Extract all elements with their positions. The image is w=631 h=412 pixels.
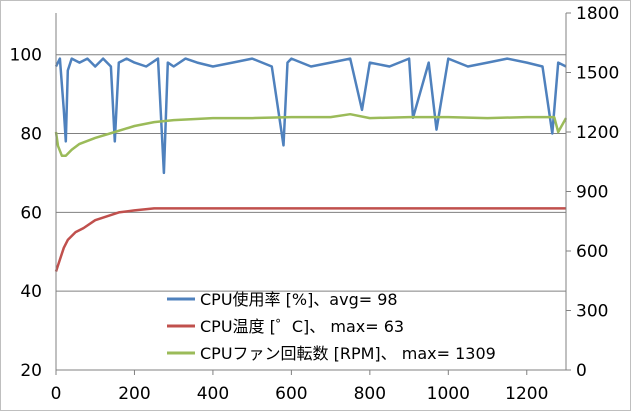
series-line-cpu-fan xyxy=(54,112,568,158)
left-tick-label: 100 xyxy=(10,46,42,66)
right-tick-label: 1800 xyxy=(576,4,619,24)
right-axis-ticks: 0 300 600 900 1200 1500 1800 xyxy=(566,4,619,381)
left-tick-label: 80 xyxy=(20,125,42,145)
right-tick-label: 900 xyxy=(576,183,608,203)
x-axis-ticks: 0 200 400 600 800 1000 1200 xyxy=(51,370,548,404)
right-tick-label: 300 xyxy=(576,302,608,322)
legend-label-cpu-temp: CPU温度 [゜C]、 max= 63 xyxy=(200,317,404,336)
right-tick-label: 0 xyxy=(576,361,587,381)
right-tick-label: 600 xyxy=(576,242,608,262)
x-tick-label: 800 xyxy=(354,384,386,404)
right-tick-label: 1200 xyxy=(576,123,619,143)
left-tick-label: 40 xyxy=(20,282,42,302)
x-tick-label: 200 xyxy=(118,384,150,404)
series-layer xyxy=(54,57,568,272)
legend: CPU使用率 [%]、avg= 98 CPU温度 [゜C]、 max= 63 C… xyxy=(167,290,496,363)
series-line-cpu-temp xyxy=(54,207,566,272)
left-axis-ticks: 20 40 60 80 100 xyxy=(10,46,42,381)
legend-label-cpu-usage: CPU使用率 [%]、avg= 98 xyxy=(200,290,398,309)
right-tick-label: 1500 xyxy=(576,64,619,84)
x-tick-label: 0 xyxy=(51,384,62,404)
x-tick-label: 600 xyxy=(275,384,307,404)
series-line-cpu-usage xyxy=(54,57,567,175)
x-tick-label: 1000 xyxy=(427,384,470,404)
x-tick-label: 1200 xyxy=(505,384,548,404)
x-tick-label: 400 xyxy=(197,384,229,404)
legend-label-cpu-fan: CPUファン回転数 [RPM]、 max= 1309 xyxy=(200,344,496,363)
left-tick-label: 60 xyxy=(20,203,42,223)
left-tick-label: 20 xyxy=(20,361,42,381)
